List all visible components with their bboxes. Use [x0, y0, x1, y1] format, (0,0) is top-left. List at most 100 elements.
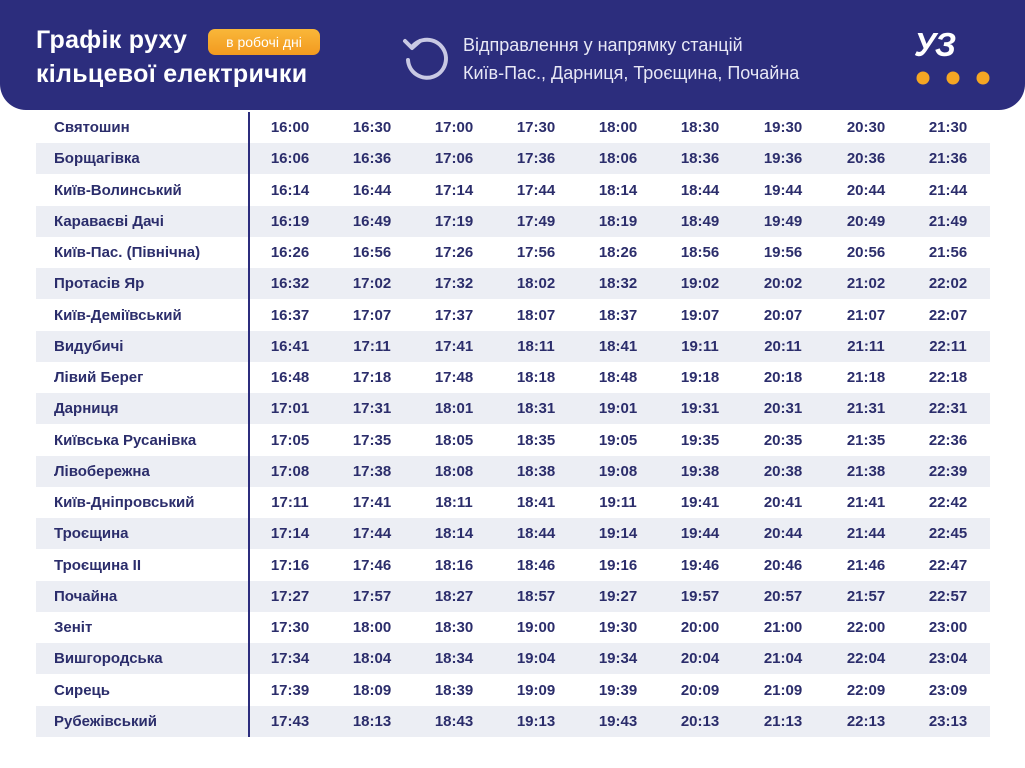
departure-time: 17:26: [434, 244, 474, 261]
departure-time: 21:13: [763, 712, 803, 730]
departure-time: 17:49: [516, 212, 556, 230]
departure-time: 21:04: [763, 650, 803, 668]
departure-time: 22:45: [928, 525, 968, 543]
departure-time: 19:57: [680, 587, 720, 605]
departure-time: 20:36: [846, 150, 886, 168]
table-row: Троєщина 17:14 17:44 18:14 18:44 19:14 19:44 20…: [36, 518, 990, 550]
departure-time: 17:38: [352, 462, 392, 480]
departure-time: 16:26: [270, 244, 310, 261]
departure-time: 18:32: [598, 275, 638, 293]
departure-time: 17:30: [516, 119, 556, 136]
departure-time: 19:07: [680, 306, 720, 324]
departure-time: 17:14: [434, 181, 474, 199]
departure-time: 17:35: [352, 431, 392, 449]
departure-time: 19:00: [516, 619, 556, 636]
departure-time: 18:43: [434, 712, 474, 730]
table-row: Сирець 17:39 18:09 18:39 19:09 19:39 20:09 21:0…: [36, 675, 990, 706]
departure-time: 19:35: [680, 431, 720, 449]
departure-time: 17:46: [352, 556, 392, 574]
departure-time: 17:44: [516, 181, 556, 199]
departure-time: 17:37: [434, 306, 474, 324]
station-name: Київ-Деміївський: [54, 306, 182, 324]
departure-time: 18:02: [516, 275, 556, 293]
departure-time: 17:07: [352, 306, 392, 324]
departure-time: 20:57: [763, 587, 803, 605]
logo: УЗ: [914, 26, 956, 63]
badge: в робочі дні: [208, 29, 320, 55]
departure-time: 18:18: [516, 369, 556, 386]
departure-time: 20:44: [846, 181, 886, 199]
departure-time: 18:27: [434, 587, 474, 605]
station-name: Борщагівка: [54, 150, 140, 168]
departure-time: 19:41: [680, 494, 720, 511]
station-name: Зеніт: [54, 619, 93, 636]
table-row: Лівий Берег 16:48 17:18 17:48 18:18 18:48 19:1…: [36, 362, 990, 393]
departure-time: 19:11: [681, 337, 719, 355]
departure-time: 20:30: [846, 119, 886, 136]
table-row: Зеніт 17:30 18:00 18:30 19:00 19:30 20:00 21:00…: [36, 612, 990, 643]
departure-time: 18:48: [598, 369, 638, 386]
direction-line: Відправлення у напрямку станцій: [463, 35, 743, 55]
departure-time: 16:30: [352, 119, 392, 136]
station-name: Лівий Берег: [54, 369, 144, 386]
departure-time: 18:46: [516, 556, 556, 574]
departure-time: 17:08: [270, 462, 310, 480]
departure-time: 19:27: [598, 587, 638, 605]
departure-time: 17:05: [270, 431, 310, 449]
departure-time: 21:56: [928, 244, 968, 261]
departure-time: 22:57: [928, 587, 968, 605]
refresh-icon: [403, 37, 448, 80]
departure-time: 18:31: [516, 400, 556, 418]
departure-time: 17:01: [270, 400, 310, 418]
departure-time: 19:13: [516, 712, 556, 730]
departure-time: 18:41: [516, 494, 556, 511]
departure-time: 23:09: [928, 681, 968, 699]
departure-time: 18:00: [598, 119, 638, 136]
station-name: Троєщина: [54, 525, 129, 543]
table-row: Видубичі 16:41 17:11 17:41 18:11 18:41 19:11 20…: [36, 330, 990, 362]
departure-time: 18:35: [516, 431, 556, 449]
station-name: Дарниця: [54, 400, 119, 418]
departure-time: 18:09: [352, 681, 392, 699]
departure-time: 16:00: [270, 119, 310, 136]
departure-time: 17:00: [434, 119, 474, 136]
departure-time: 19:05: [598, 431, 638, 449]
logo-dots: [916, 71, 990, 85]
departure-time: 20:11: [764, 337, 802, 355]
departure-time: 19:31: [680, 400, 720, 418]
departure-time: 17:11: [271, 494, 309, 511]
departure-time: 17:19: [434, 212, 474, 230]
departure-time: 19:56: [763, 244, 803, 261]
table-row: Рубежівський 17:43 18:13 18:43 19:13 19:43 20:…: [36, 705, 990, 737]
departure-time: 19:49: [763, 212, 803, 230]
station-name: Київ-Дніпровський: [54, 494, 195, 511]
departure-time: 21:44: [928, 181, 968, 199]
departure-time: 17:16: [270, 556, 310, 574]
departure-time: 16:19: [270, 212, 310, 230]
departure-time: 21:09: [763, 681, 803, 699]
departure-time: 19:11: [599, 494, 637, 511]
departure-time: 20:35: [763, 431, 803, 449]
station-name: Вишгородська: [54, 650, 163, 668]
departure-time: 18:00: [352, 619, 392, 636]
station-name: Караваєві Дачі: [54, 212, 164, 230]
departure-time: 19:16: [598, 556, 638, 574]
departure-time: 18:30: [434, 619, 474, 636]
table-row: Лівобережна 17:08 17:38 18:08 18:38 19:08 19:3…: [36, 455, 990, 487]
departure-time: 18:07: [516, 306, 556, 324]
departure-time: 20:07: [763, 306, 803, 324]
departure-time: 17:48: [434, 369, 474, 386]
departure-time: 18:34: [434, 650, 474, 668]
departure-time: 21:30: [928, 119, 968, 136]
departure-time: 18:08: [434, 462, 474, 480]
departure-time: 20:41: [763, 494, 803, 511]
departure-time: 19:44: [680, 525, 720, 543]
departure-time: 22:42: [928, 494, 968, 511]
title-line: кільцевої електрички: [36, 60, 308, 88]
departure-time: 22:09: [846, 681, 886, 699]
departure-time: 17:43: [270, 712, 310, 730]
departure-time: 16:48: [270, 369, 310, 386]
departure-time: 19:14: [598, 525, 638, 543]
departure-time: 19:01: [598, 400, 638, 418]
departure-time: 22:36: [928, 431, 968, 449]
